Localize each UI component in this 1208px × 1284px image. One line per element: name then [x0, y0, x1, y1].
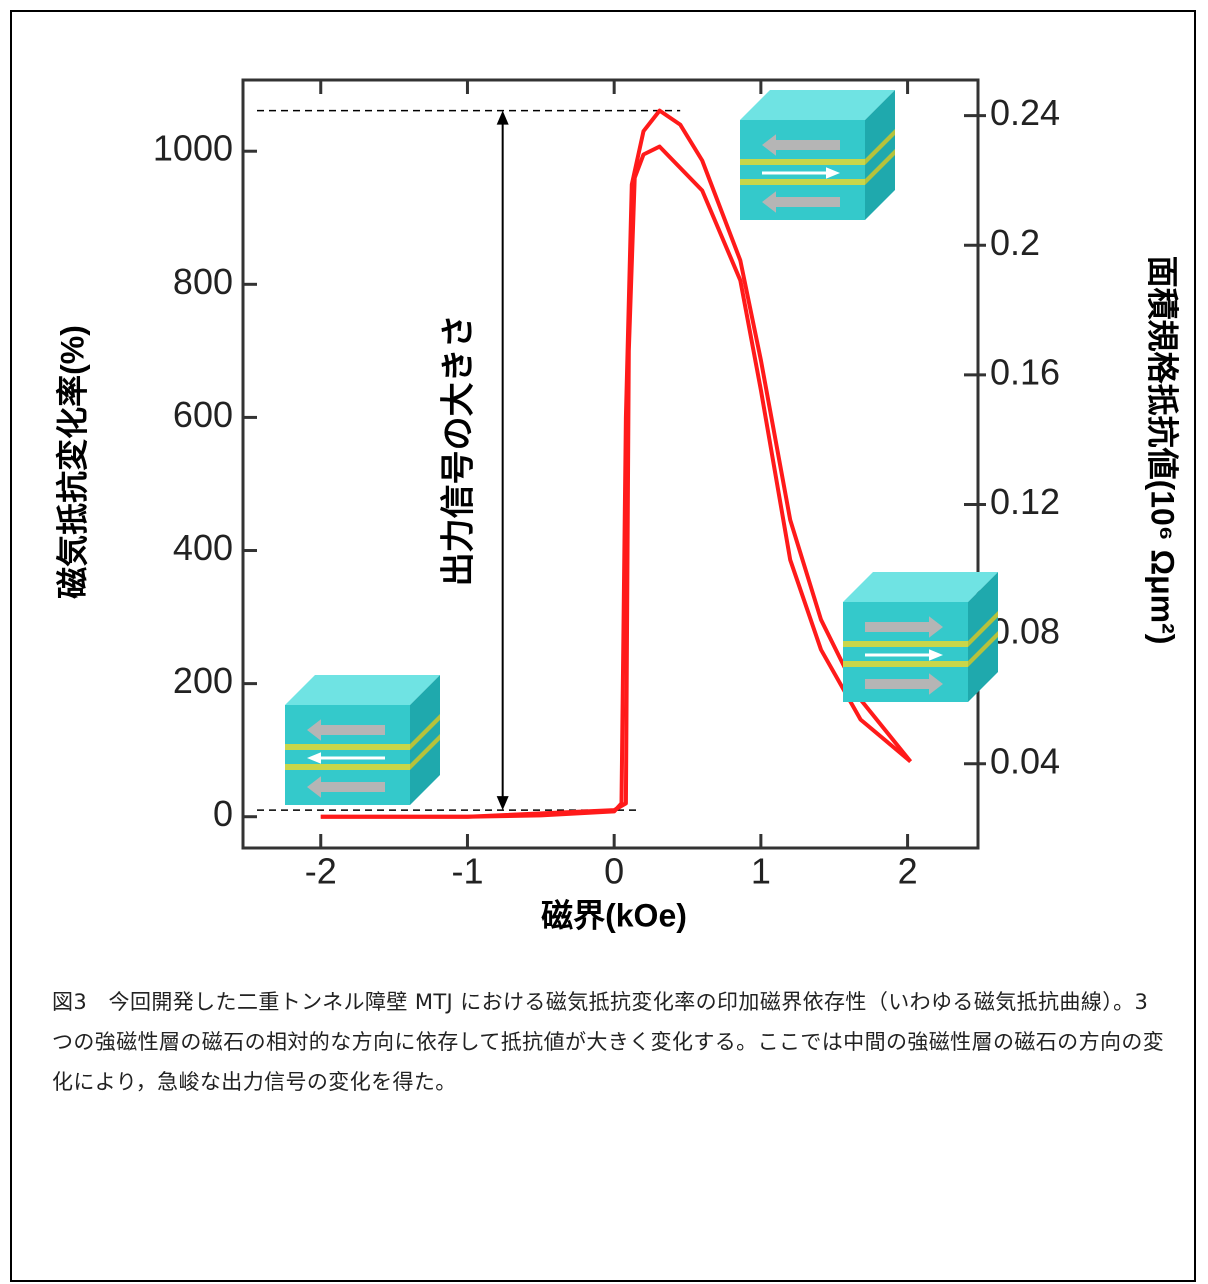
layer: [285, 744, 410, 750]
y2-tick-label: 0.2: [990, 222, 1040, 263]
layer-diagram: [285, 675, 440, 805]
x-axis-label: 磁界(kOe): [541, 897, 687, 933]
annotation-text: 出力信号の大きさ: [440, 314, 478, 586]
chart: 磁界(kOe) 磁気抵抗変化率(%) 面積規格抵抗値(10⁶ Ωμm²) 020…: [0, 0, 1208, 980]
y2-tick-label: 0.12: [990, 481, 1060, 522]
y2-tick-label: 0.16: [990, 351, 1060, 392]
layer: [740, 179, 865, 185]
page: 磁界(kOe) 磁気抵抗変化率(%) 面積規格抵抗値(10⁶ Ωμm²) 020…: [0, 0, 1208, 1284]
y-axis-label: 磁気抵抗変化率(%): [54, 325, 90, 599]
layer: [843, 661, 968, 667]
arrow-head: [497, 796, 509, 810]
y-tick-label: 400: [173, 527, 233, 568]
x-tick-label: 2: [898, 851, 918, 892]
x-tick-label: -1: [451, 851, 483, 892]
y-tick-label: 200: [173, 660, 233, 701]
y-tick-label: 1000: [153, 128, 233, 169]
y-tick-label: 600: [173, 394, 233, 435]
y2-tick-label: 0.08: [990, 611, 1060, 652]
y2-axis-label: 面積規格抵抗値(10⁶ Ωμm²): [1145, 256, 1181, 645]
caption: 図3 今回開発した二重トンネル障壁 MTJ における磁気抵抗変化率の印加磁界依存…: [52, 982, 1172, 1102]
y-tick-label: 0: [213, 793, 233, 834]
y-tick-label: 800: [173, 261, 233, 302]
layer: [740, 159, 865, 165]
x-tick-label: 1: [751, 851, 771, 892]
layer: [285, 764, 410, 770]
layer-diagram: [843, 572, 998, 702]
y2-tick-label: 0.24: [990, 92, 1060, 133]
layer: [843, 641, 968, 647]
arrow-head: [497, 111, 509, 125]
y2-tick-label: 0.04: [990, 740, 1060, 781]
layer-diagram: [740, 90, 895, 220]
x-tick-label: -2: [305, 851, 337, 892]
x-tick-label: 0: [604, 851, 624, 892]
